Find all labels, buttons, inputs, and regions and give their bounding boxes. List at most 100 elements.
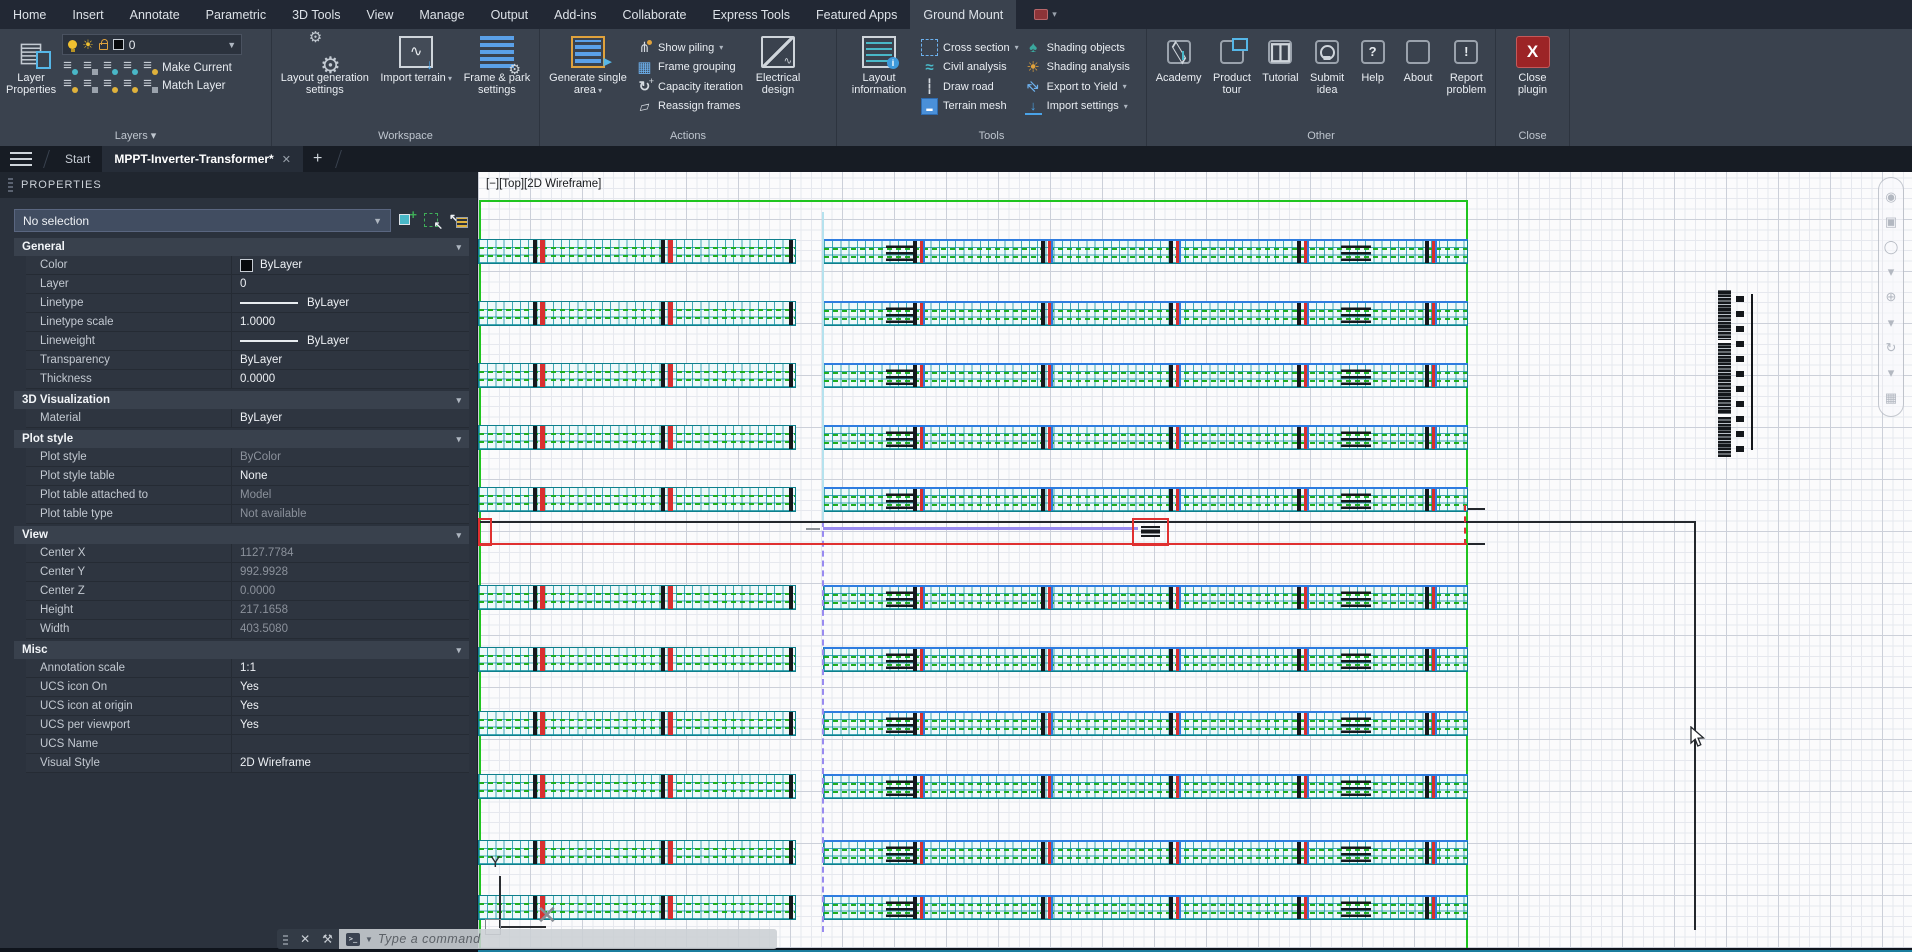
layer-properties-button[interactable]: Layer Properties [6,34,56,96]
pv-array-segment-right[interactable] [823,711,1468,736]
property-value[interactable]: 1.0000 [231,313,469,331]
property-row[interactable]: Plot table type Not available [26,505,469,524]
highlight-right-edge[interactable] [1464,505,1466,545]
property-row[interactable]: Transparency ByLayer [26,351,469,370]
pv-array-row[interactable] [478,487,1468,512]
ribbon-tab[interactable]: Collaborate [610,0,700,29]
property-value[interactable]: None [231,467,469,485]
pv-array-segment-left[interactable] [478,585,796,610]
section-header[interactable]: 3D Visualization ▾ [14,391,469,409]
ribbon-tab[interactable]: Output [478,0,542,29]
ribbon-list-button[interactable]: Shading objects [1025,38,1130,58]
layer-freeze-icon[interactable] [102,60,118,75]
property-row[interactable]: UCS Name [26,735,469,754]
ribbon-button[interactable]: Product tour [1213,34,1251,96]
electrical-design-button[interactable]: Electrical design [749,34,807,96]
property-value[interactable]: 1:1 [231,659,469,677]
pv-array-row[interactable] [478,301,1468,326]
property-row[interactable]: Material ByLayer [26,409,469,428]
layer-unisolate-icon[interactable] [82,78,98,93]
ribbon-list-button[interactable]: Reassign frames [636,97,743,117]
ribbon-list-button[interactable]: Civil analysis [921,58,1019,78]
command-prompt-icon[interactable]: >_ [346,933,360,946]
ribbon-tab[interactable]: Featured Apps [803,0,910,29]
customize-wrench-icon[interactable]: ⚒ [322,932,333,946]
ribbon-tab[interactable]: Manage [406,0,477,29]
properties-header[interactable]: PROPERTIES [0,172,477,198]
navbar-tool-icon[interactable]: ▣ [1885,215,1897,228]
pv-array-row[interactable] [478,895,1468,920]
layer-lock-tool-icon[interactable] [122,60,138,75]
pv-array-row[interactable] [478,774,1468,799]
ribbon-tab[interactable]: View [354,0,407,29]
pv-array-segment-right[interactable] [823,363,1468,388]
ribbon-button[interactable]: ! Report problem [1446,34,1486,96]
pv-array-segment-left[interactable] [478,301,796,326]
property-row[interactable]: Linetype ByLayer [26,294,469,313]
ribbon-list-button[interactable]: Export to Yield [1025,77,1130,97]
ribbon-list-button[interactable]: Cross section [921,38,1019,58]
toggle-pickadd-button[interactable] [397,211,417,230]
quick-select-button[interactable] [449,211,469,230]
navbar-tool-icon[interactable]: ⊕ [1886,290,1897,303]
pv-array-segment-right[interactable] [823,585,1468,610]
pv-array-row[interactable] [478,425,1468,450]
section-header[interactable]: Misc ▾ [14,641,469,659]
ribbon-list-button[interactable]: Show piling [636,38,743,58]
ribbon-button[interactable]: Submit idea [1310,34,1344,96]
property-row[interactable]: Center Z 0.0000 [26,582,469,601]
pv-array-segment-right[interactable] [823,840,1468,865]
pv-array-segment-left[interactable] [478,487,796,512]
ribbon-tab[interactable]: Annotate [117,0,193,29]
highlighted-trench-line[interactable] [478,543,1467,545]
pv-array-segment-left[interactable] [478,239,796,264]
property-value[interactable]: Model [231,486,469,504]
ribbon-list-button[interactable]: Capacity iteration [636,77,743,97]
property-value[interactable]: 217.1658 [231,601,469,619]
layout-information-button[interactable]: Layout information [843,34,915,96]
ribbon-button[interactable]: Academy [1156,34,1202,84]
pv-array-row[interactable] [478,363,1468,388]
mv-cable-purple[interactable] [823,527,1138,530]
property-value[interactable]: Not available [231,505,469,523]
property-row[interactable]: Plot table attached to Model [26,486,469,505]
navbar-tool-icon[interactable]: ◯ [1884,240,1899,253]
pv-array-segment-right[interactable] [823,301,1468,326]
layer-isolate-icon[interactable] [82,60,98,75]
ribbon-list-button[interactable]: Shading analysis [1025,58,1130,78]
property-value[interactable]: 2D Wireframe [231,754,469,772]
ribbon-button[interactable]: About [1401,34,1435,84]
combiner-riser-detail[interactable] [1718,290,1754,460]
new-tab-button[interactable]: + [303,146,332,172]
property-row[interactable]: Width 403.5080 [26,620,469,639]
layer-on-tool-icon[interactable] [62,78,78,93]
select-objects-button[interactable] [423,211,443,230]
recent-commands-icon[interactable]: ▼ [365,935,373,944]
ribbon-display-toggle[interactable]: ▾ [1026,0,1065,29]
property-row[interactable]: UCS icon On Yes [26,678,469,697]
pv-array-segment-left[interactable] [478,363,796,388]
make-current-button[interactable]: Make Current [162,62,232,74]
navigation-bar[interactable]: ◉▣◯▾⊕▾↻▾▦ [1878,177,1904,417]
viewport-controls-label[interactable]: [−][Top][2D Wireframe] [486,178,601,190]
property-value[interactable]: Yes [231,678,469,696]
property-value[interactable] [231,735,469,753]
ribbon-tab[interactable]: Home [0,0,59,29]
property-row[interactable]: Linetype scale 1.0000 [26,313,469,332]
section-header[interactable]: Plot style ▾ [14,430,469,448]
ribbon-tab[interactable]: 3D Tools [279,0,353,29]
pv-array-row[interactable] [478,840,1468,865]
pv-array-row[interactable] [478,585,1468,610]
close-command-line-icon[interactable]: ✕ [300,932,310,946]
navbar-tool-icon[interactable]: ▾ [1888,366,1895,379]
layer-off-icon[interactable] [62,60,78,75]
ribbon-list-button[interactable]: Import settings [1025,97,1130,117]
panel-footer-layers[interactable]: Layers ▾ [0,129,271,146]
property-value[interactable]: 1127.7784 [231,544,469,562]
section-header[interactable]: View ▾ [14,526,469,544]
property-row[interactable]: Center Y 992.9928 [26,563,469,582]
pv-array-segment-left[interactable] [478,711,796,736]
property-value[interactable]: ByLayer [231,294,469,312]
pv-array-segment-right[interactable] [823,895,1468,920]
pv-array-segment-left[interactable] [478,647,796,672]
